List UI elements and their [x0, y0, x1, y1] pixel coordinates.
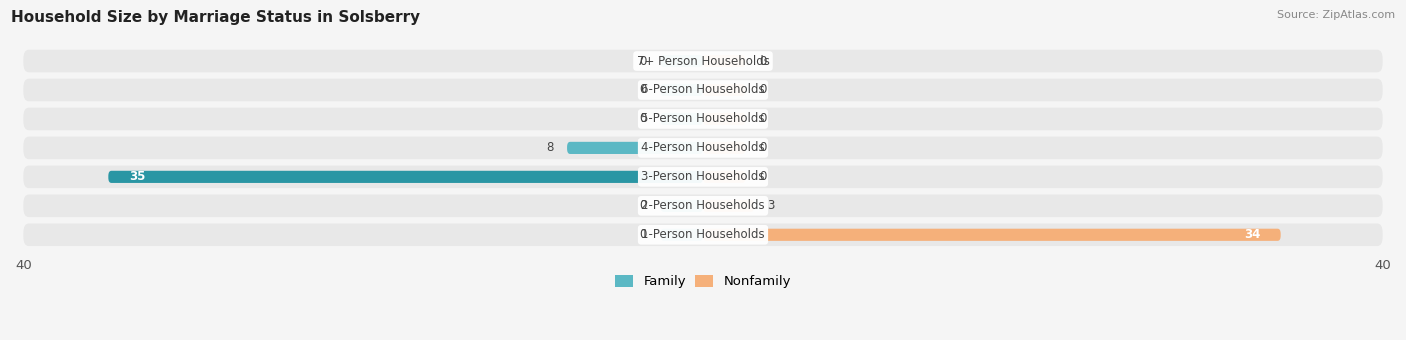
Text: 0: 0 [759, 141, 766, 154]
Text: 3-Person Households: 3-Person Households [641, 170, 765, 183]
Text: 0: 0 [640, 54, 647, 68]
Text: 5-Person Households: 5-Person Households [641, 113, 765, 125]
Text: 35: 35 [129, 170, 145, 183]
FancyBboxPatch shape [661, 84, 703, 96]
Text: 0: 0 [640, 113, 647, 125]
Text: 1-Person Households: 1-Person Households [641, 228, 765, 241]
Text: 7+ Person Households: 7+ Person Households [637, 54, 769, 68]
FancyBboxPatch shape [703, 142, 745, 154]
Text: Source: ZipAtlas.com: Source: ZipAtlas.com [1277, 10, 1395, 20]
FancyBboxPatch shape [567, 142, 703, 154]
Text: 34: 34 [1244, 228, 1260, 241]
FancyBboxPatch shape [108, 171, 703, 183]
FancyBboxPatch shape [661, 229, 703, 241]
FancyBboxPatch shape [24, 137, 1382, 159]
FancyBboxPatch shape [703, 113, 745, 125]
Text: 0: 0 [640, 84, 647, 97]
FancyBboxPatch shape [661, 55, 703, 67]
Text: 0: 0 [640, 199, 647, 212]
Text: 2-Person Households: 2-Person Households [641, 199, 765, 212]
FancyBboxPatch shape [24, 108, 1382, 130]
FancyBboxPatch shape [703, 84, 745, 96]
Text: 6-Person Households: 6-Person Households [641, 84, 765, 97]
FancyBboxPatch shape [24, 223, 1382, 246]
FancyBboxPatch shape [24, 50, 1382, 72]
FancyBboxPatch shape [24, 194, 1382, 217]
Text: 4-Person Households: 4-Person Households [641, 141, 765, 154]
Text: 0: 0 [759, 84, 766, 97]
Text: 8: 8 [546, 141, 554, 154]
FancyBboxPatch shape [703, 200, 754, 212]
FancyBboxPatch shape [703, 229, 1281, 241]
FancyBboxPatch shape [661, 113, 703, 125]
Text: 3: 3 [768, 199, 775, 212]
FancyBboxPatch shape [661, 200, 703, 212]
Legend: Family, Nonfamily: Family, Nonfamily [610, 270, 796, 293]
Text: Household Size by Marriage Status in Solsberry: Household Size by Marriage Status in Sol… [11, 10, 420, 25]
FancyBboxPatch shape [703, 171, 745, 183]
FancyBboxPatch shape [24, 166, 1382, 188]
Text: 0: 0 [759, 113, 766, 125]
FancyBboxPatch shape [703, 55, 745, 67]
Text: 0: 0 [759, 170, 766, 183]
Text: 0: 0 [640, 228, 647, 241]
Text: 0: 0 [759, 54, 766, 68]
FancyBboxPatch shape [24, 79, 1382, 101]
